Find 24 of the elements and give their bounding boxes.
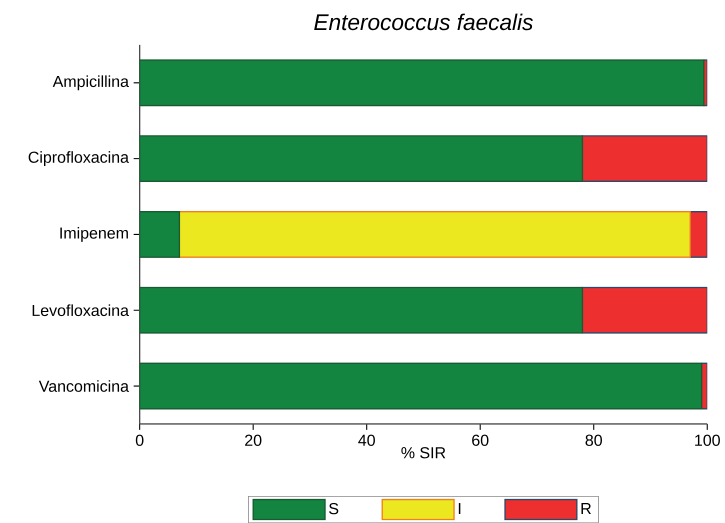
bar: [140, 59, 705, 106]
x-tick-label: 80: [586, 434, 602, 446]
x-tick-label: 100: [695, 434, 720, 446]
bar: [178, 210, 691, 258]
y-tick-label: Vancomicina: [38, 380, 129, 392]
bar: [140, 362, 702, 410]
bar: [140, 210, 180, 258]
bar: [140, 135, 584, 182]
legend-label: R: [581, 503, 591, 514]
legend-label: I: [458, 503, 460, 514]
bar: [582, 135, 708, 182]
y-tick-label: Ciprofloxacina: [28, 151, 129, 166]
legend-label: S: [329, 502, 338, 514]
bar: [582, 286, 708, 334]
bar: [140, 286, 584, 334]
x-axis-title: % SIR: [401, 447, 446, 458]
x-tick-label: 40: [358, 434, 375, 446]
y-tick-label: Ampicillina: [52, 75, 129, 90]
x-tick-label: 60: [472, 434, 488, 446]
x-tick-label: 0: [136, 434, 144, 446]
x-tick-label: 20: [245, 434, 262, 446]
y-tick-label: Levofloxacina: [32, 304, 129, 316]
chart-title: Enterococcus faecalis: [314, 14, 533, 30]
y-tick-label: Imipenem: [60, 226, 128, 242]
